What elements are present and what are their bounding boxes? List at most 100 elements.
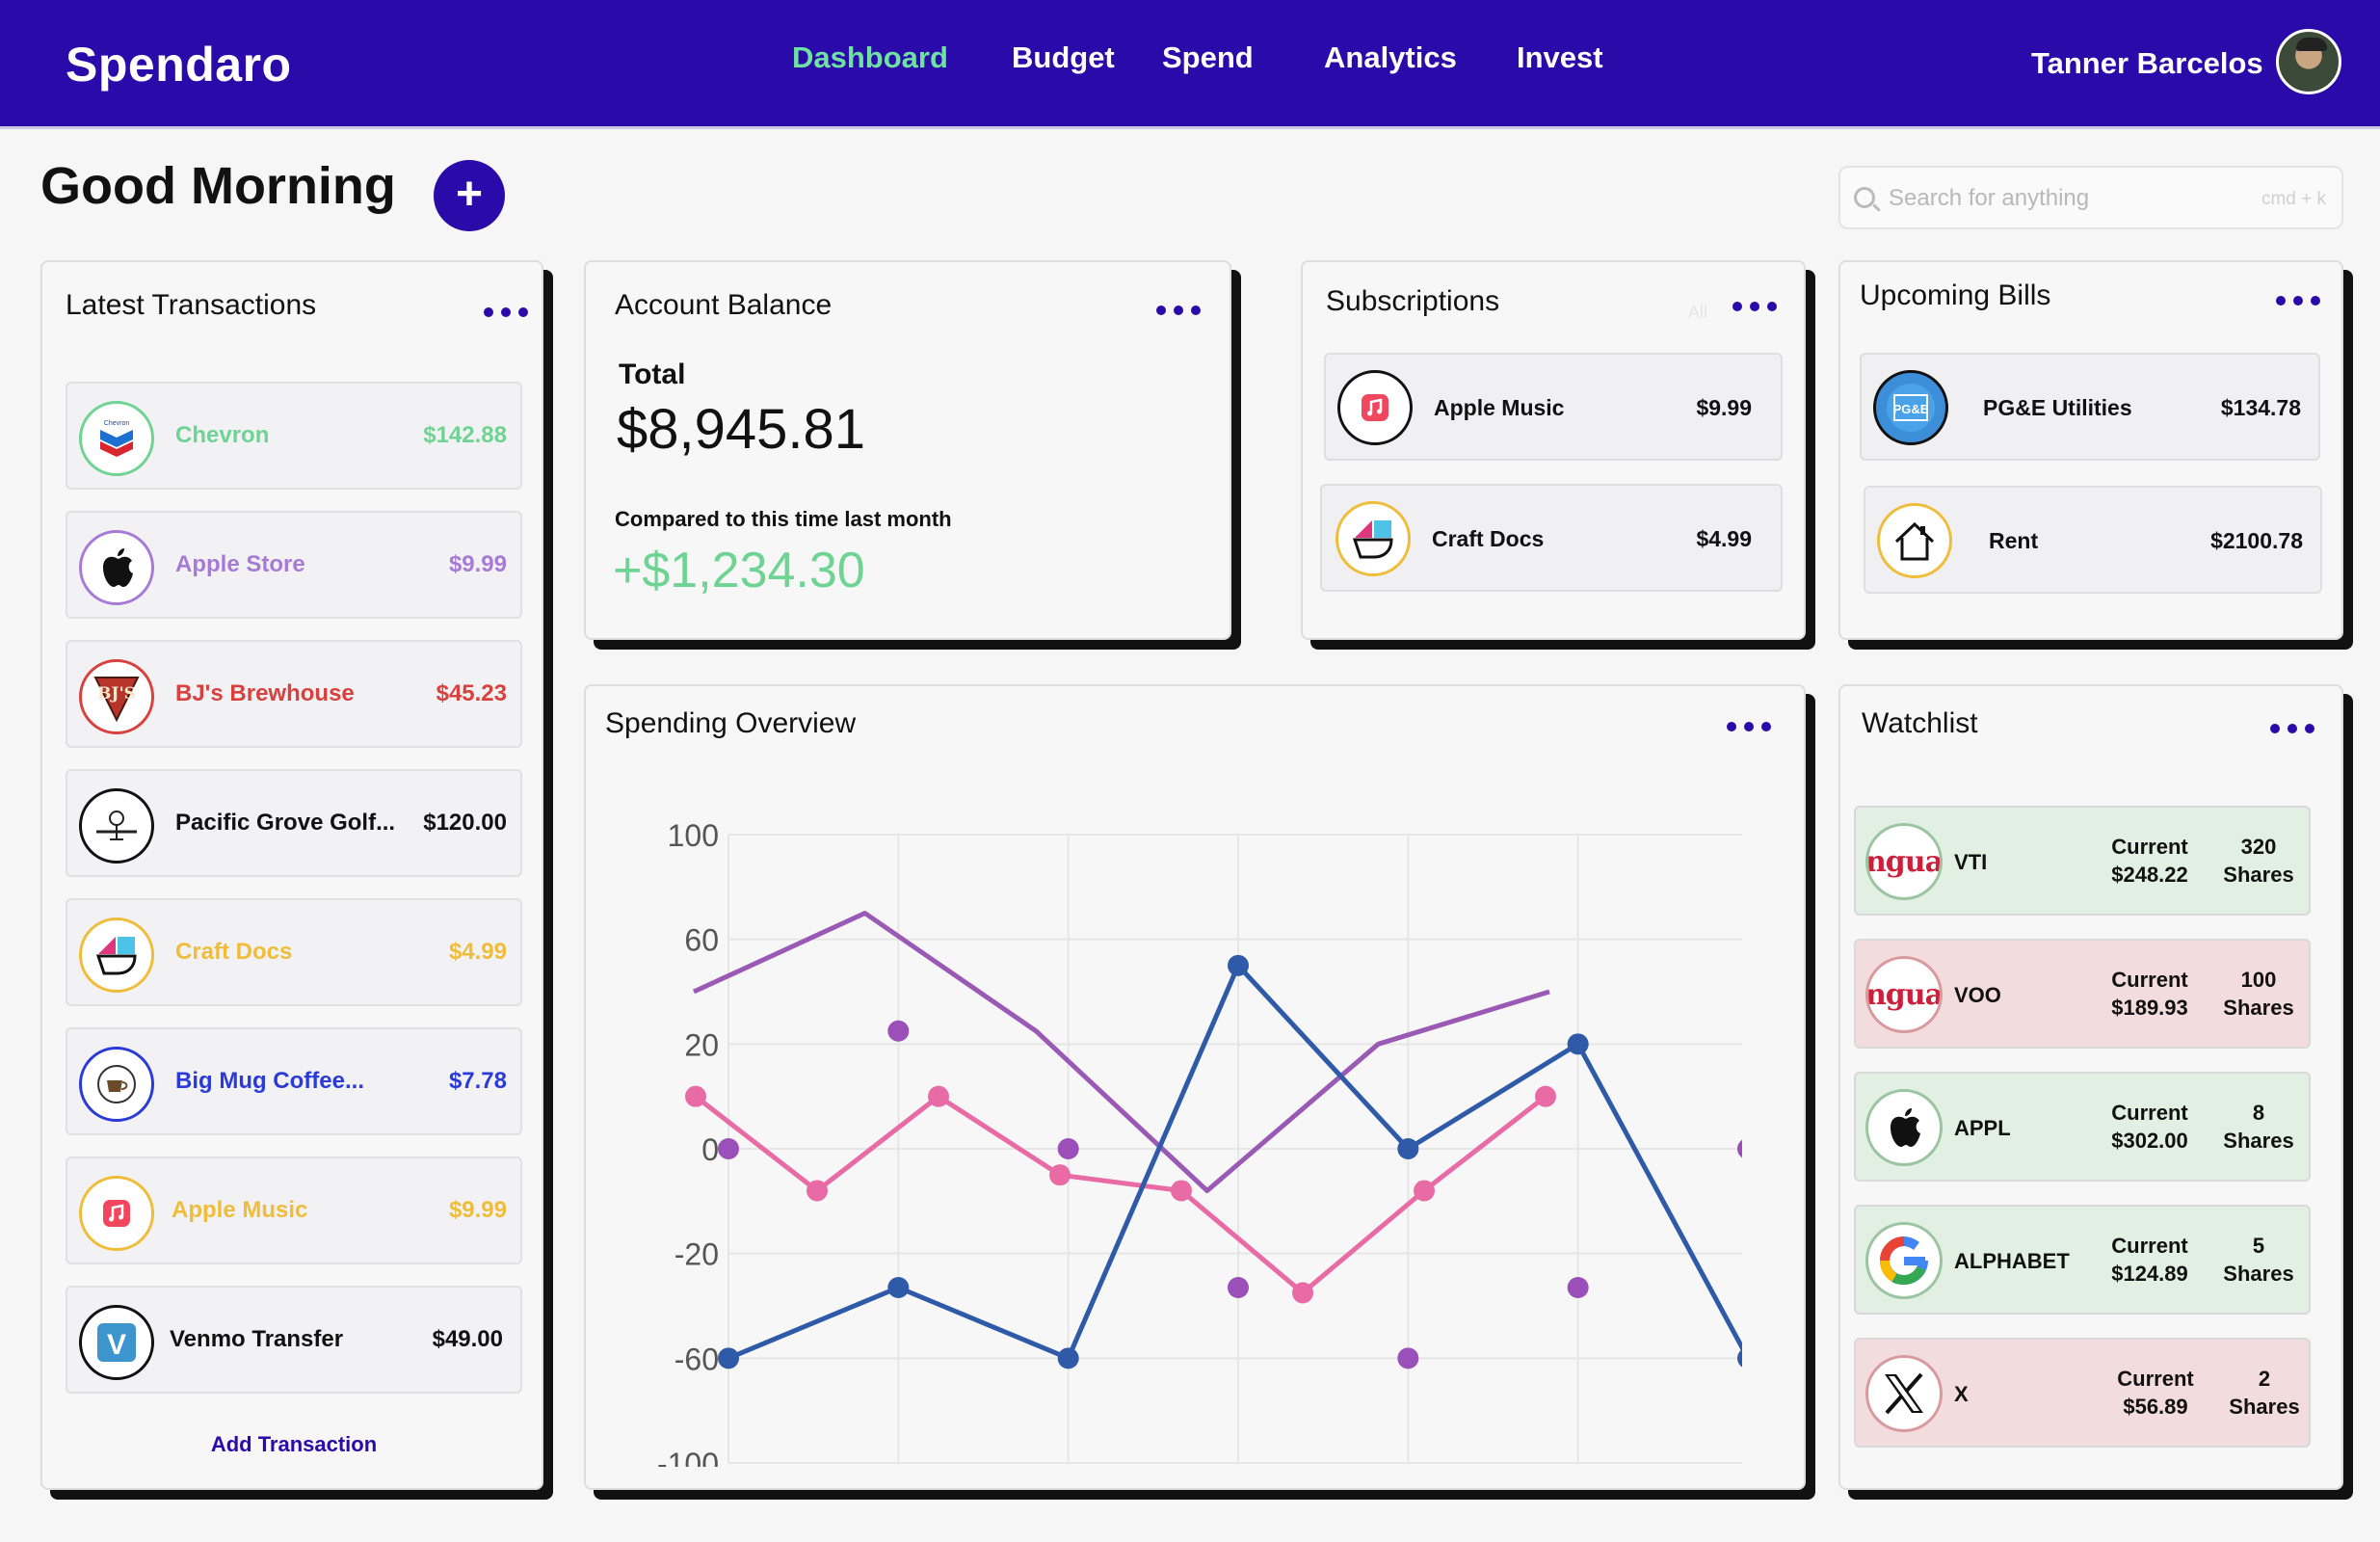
subscription-row[interactable]: Apple Music $9.99: [1324, 353, 1783, 461]
bill-amount: $134.78: [2220, 395, 2301, 420]
data-point: [1171, 1180, 1192, 1202]
chevron-logo-icon: Chevron: [79, 401, 154, 476]
apple-music-logo-icon: [79, 1176, 154, 1251]
total-label: Total: [619, 359, 686, 390]
transaction-row[interactable]: Pacific Grove Golf... $120.00: [66, 769, 522, 877]
more-options-icon[interactable]: [1732, 297, 1777, 316]
bjs-logo-icon: BJ'S: [79, 659, 154, 734]
nav-spend[interactable]: Spend: [1162, 40, 1254, 74]
ticker: VOO: [1954, 983, 2001, 1007]
watchlist-row[interactable]: APPL Current $302.00 8 Shares: [1854, 1072, 2311, 1182]
coffee-logo-icon: [79, 1047, 154, 1122]
apple-logo-icon: [1865, 1089, 1943, 1166]
comparison-label: Compared to this time last month: [615, 507, 952, 531]
nav-budget[interactable]: Budget: [1012, 40, 1115, 74]
data-point: [1414, 1180, 1435, 1202]
bill-row[interactable]: PG&E PG&E Utilities $134.78: [1860, 353, 2320, 461]
golf-logo-icon: [79, 788, 154, 864]
nav-invest[interactable]: Invest: [1517, 40, 1603, 74]
search-input[interactable]: [1889, 181, 2216, 216]
more-options-icon[interactable]: [2276, 291, 2320, 310]
shares-held: 320 Shares: [2223, 835, 2294, 887]
transaction-row[interactable]: Chevron Chevron $142.88: [66, 382, 522, 490]
shares-held: 8 Shares: [2223, 1101, 2294, 1153]
transaction-name: Chevron: [175, 422, 270, 448]
subscription-name: Craft Docs: [1432, 526, 1545, 551]
add-button[interactable]: +: [434, 160, 505, 231]
house-icon: [1877, 503, 1952, 578]
venmo-logo-icon: V: [79, 1305, 154, 1380]
data-point: [1567, 1033, 1589, 1055]
transaction-row[interactable]: Apple Music $9.99: [66, 1156, 522, 1264]
transaction-name: Venmo Transfer: [170, 1326, 344, 1352]
transaction-amount: $142.88: [423, 422, 507, 448]
ticker: ALPHABET: [1954, 1249, 2070, 1273]
data-point: [807, 1180, 828, 1202]
more-options-icon[interactable]: [484, 303, 528, 322]
nav-dashboard[interactable]: Dashboard: [792, 40, 948, 74]
craft-docs-logo-icon: [79, 917, 154, 993]
google-logo-icon: [1865, 1222, 1943, 1299]
data-point: [1535, 1085, 1556, 1107]
more-options-icon[interactable]: [1727, 717, 1771, 736]
watchlist-row[interactable]: ALPHABET Current $124.89 5 Shares: [1854, 1205, 2311, 1315]
avatar[interactable]: [2276, 29, 2341, 94]
subscription-name: Apple Music: [1434, 395, 1565, 420]
ticker: VTI: [1954, 850, 1988, 874]
transaction-row[interactable]: Big Mug Coffee... $7.78: [66, 1027, 522, 1135]
watchlist-card: Watchlist ngua VTI Current $248.22 320 Sha…: [1838, 684, 2343, 1490]
user-name[interactable]: Tanner Barcelos: [2031, 46, 2263, 80]
filter-all-tag[interactable]: All: [1688, 303, 1708, 322]
apple-music-logo-icon: [1337, 370, 1413, 445]
transaction-name: Apple Music: [172, 1197, 308, 1223]
svg-text:BJ'S: BJ'S: [97, 684, 136, 704]
bill-amount: $2100.78: [2210, 528, 2303, 553]
more-options-icon[interactable]: [2270, 719, 2314, 738]
bill-row[interactable]: Rent $2100.78: [1864, 486, 2322, 594]
y-tick-label: 100: [668, 818, 719, 853]
scatter-point: [718, 1138, 739, 1159]
more-options-icon[interactable]: [1156, 301, 1201, 320]
scatter-point: [1228, 1276, 1249, 1298]
transaction-row[interactable]: V Venmo Transfer $49.00: [66, 1286, 522, 1394]
y-tick-label: 0: [701, 1132, 719, 1167]
transaction-name: Craft Docs: [175, 939, 293, 965]
account-balance-card: Account Balance Total $8,945.81 Compared…: [584, 260, 1231, 640]
svg-text:V: V: [107, 1329, 126, 1361]
current-price: Current $189.93: [2111, 968, 2188, 1020]
current-price: Current $56.89: [2117, 1367, 2194, 1419]
scatter-point: [1567, 1276, 1589, 1298]
transaction-row[interactable]: Craft Docs $4.99: [66, 898, 522, 1006]
transaction-row[interactable]: BJ'S BJ's Brewhouse $45.23: [66, 640, 522, 748]
transaction-amount: $49.00: [432, 1326, 503, 1352]
y-tick-label: 20: [684, 1027, 719, 1062]
watchlist-row[interactable]: ngua VOO Current $189.93 100 Shares: [1854, 939, 2311, 1049]
ticker: APPL: [1954, 1116, 2011, 1140]
add-transaction-link[interactable]: Add Transaction: [210, 1432, 378, 1456]
data-point: [1397, 1138, 1419, 1159]
pge-logo-icon: PG&E: [1873, 370, 1948, 445]
card-title: Upcoming Bills: [1860, 279, 2051, 311]
transaction-amount: $120.00: [423, 810, 507, 836]
x-logo-icon: [1865, 1355, 1943, 1432]
brand-logo[interactable]: Spendaro: [66, 38, 292, 92]
top-navigation-bar: Spendaro Dashboard Budget Spend Analytic…: [0, 0, 2380, 129]
latest-transactions-card: Latest Transactions Chevron Chevron $142…: [40, 260, 543, 1490]
current-price: Current $248.22: [2111, 835, 2188, 887]
card-title: Latest Transactions: [66, 289, 317, 321]
watchlist-row[interactable]: ngua VTI Current $248.22 320 Shares: [1854, 806, 2311, 916]
craft-docs-logo-icon: [1335, 501, 1411, 576]
transaction-row[interactable]: Apple Store $9.99: [66, 511, 522, 619]
watchlist-row[interactable]: X Current $56.89 2 Shares: [1854, 1338, 2311, 1448]
search-icon: [1854, 187, 1875, 208]
svg-text:PG&E: PG&E: [1893, 402, 1929, 416]
transaction-name: BJ's Brewhouse: [175, 680, 355, 706]
subscription-row[interactable]: Craft Docs $4.99: [1320, 484, 1783, 592]
nav-analytics[interactable]: Analytics: [1324, 40, 1457, 74]
scatter-point: [1737, 1139, 1742, 1158]
y-tick-label: -100: [657, 1447, 719, 1467]
total-balance: $8,945.81: [617, 398, 866, 461]
subscription-amount: $4.99: [1696, 526, 1752, 551]
data-point: [1057, 1347, 1079, 1369]
